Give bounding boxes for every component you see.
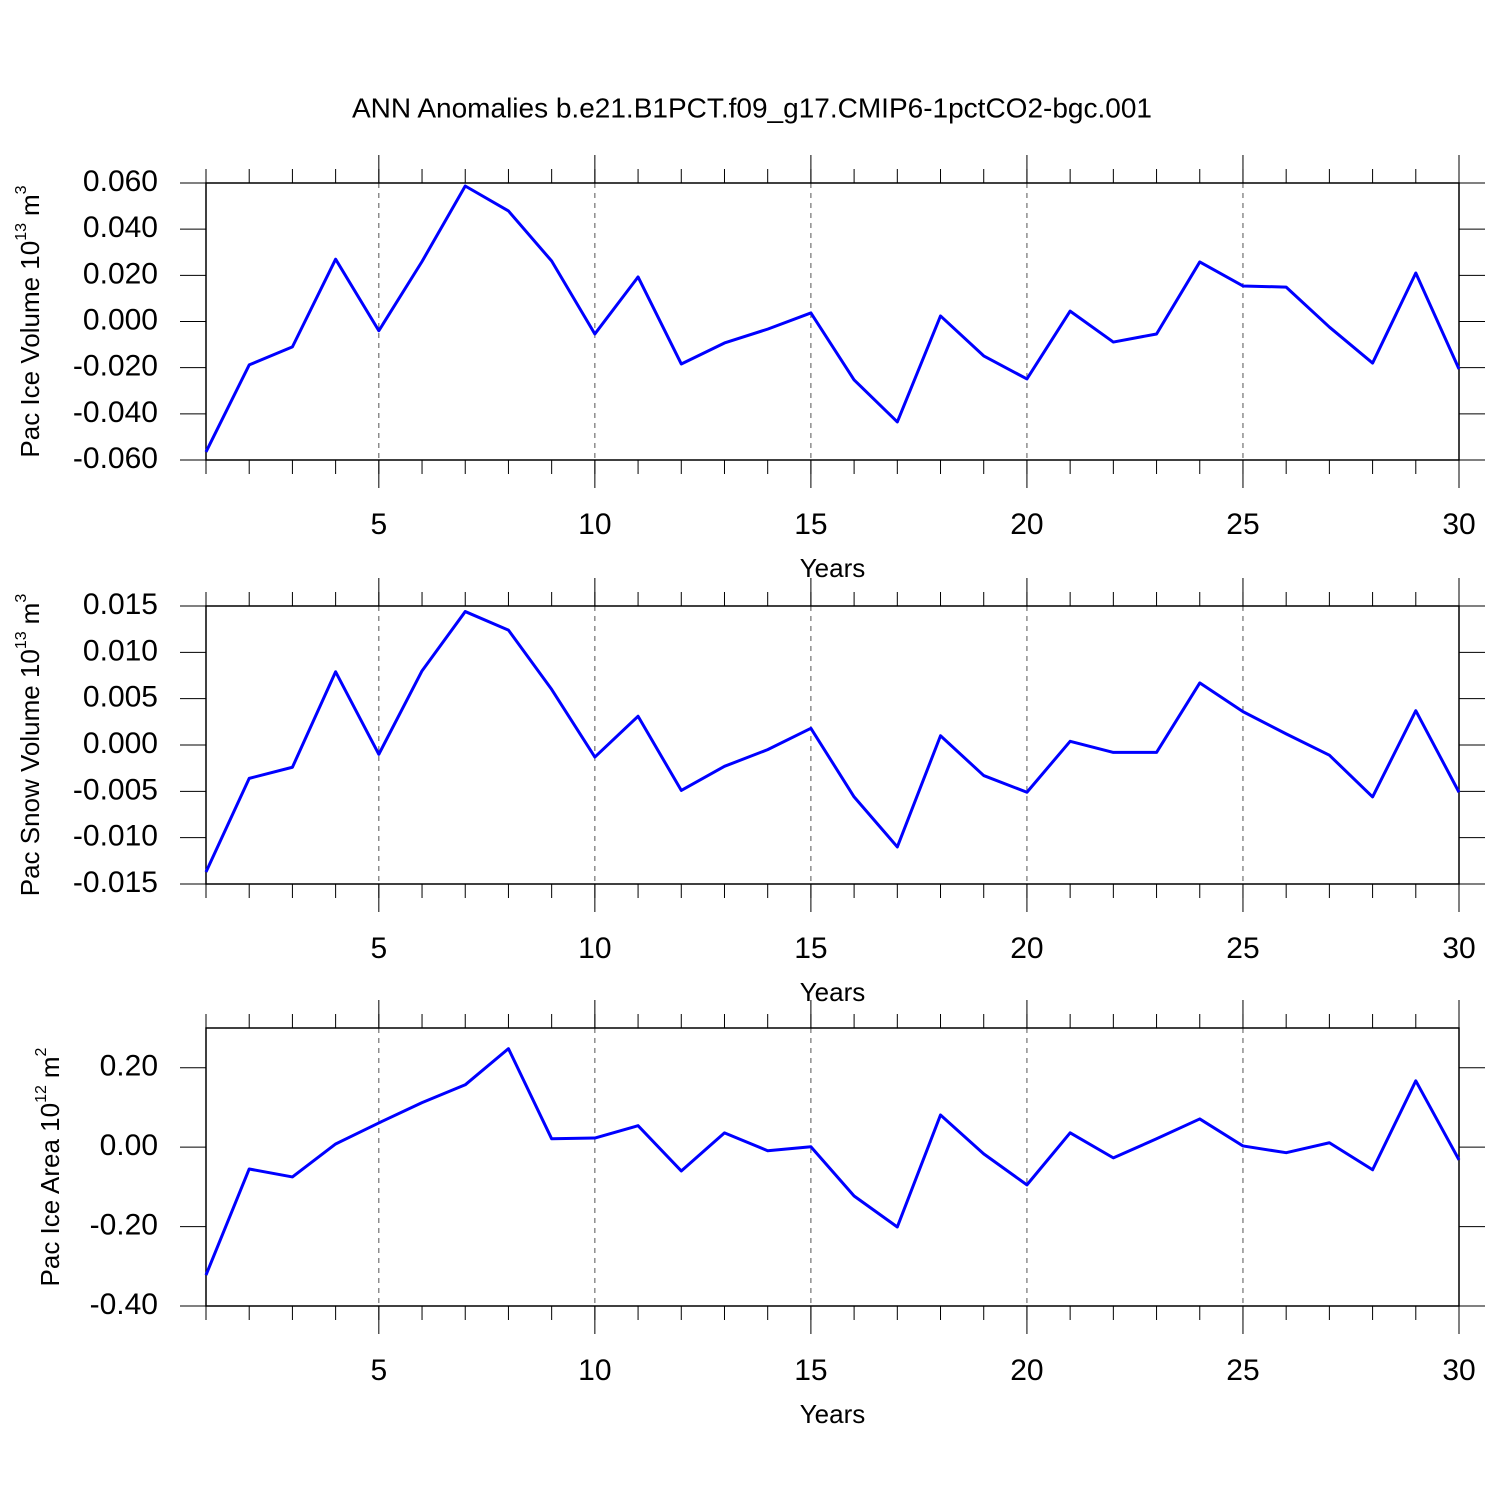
x-tick-label: 25	[1226, 508, 1259, 541]
y-axis-title-unit: m	[15, 603, 45, 625]
x-axis-title: Years	[800, 977, 866, 1007]
y-tick-label: -0.060	[73, 442, 158, 475]
y-tick-label: -0.005	[73, 773, 158, 806]
x-tick-label: 20	[1010, 1354, 1043, 1387]
y-axis-title-text: Pac Snow Volume 10	[15, 649, 45, 896]
y-tick-label: 0.005	[83, 681, 158, 714]
x-tick-label: 5	[370, 1354, 387, 1387]
y-axis-title-unit: m	[15, 194, 45, 216]
data-line	[204, 184, 1461, 453]
y-tick-label: 0.000	[83, 303, 158, 336]
y-axis-title: Pac Ice Volume 1013 m3	[13, 185, 45, 457]
x-tick-label: 10	[578, 1354, 611, 1387]
y-tick-label: 0.015	[83, 588, 158, 621]
y-axis-title-text: Pac Ice Area 10	[35, 1103, 65, 1287]
y-tick-label: -0.010	[73, 820, 158, 853]
x-tick-label: 5	[370, 508, 387, 541]
x-tick-label: 5	[370, 932, 387, 965]
x-tick-label: 25	[1226, 932, 1259, 965]
chart-title: ANN Anomalies b.e21.B1PCT.f09_g17.CMIP6-…	[352, 92, 1152, 123]
y-tick-label: 0.010	[83, 634, 158, 667]
x-tick-label: 30	[1442, 508, 1475, 541]
y-axis-title-exponent: 13	[13, 631, 30, 649]
plot-frame	[205, 1027, 1460, 1307]
y-axis-title-unit: m	[35, 1056, 65, 1078]
x-tick-label: 20	[1010, 932, 1043, 965]
x-tick-label: 20	[1010, 508, 1043, 541]
y-tick-label: 0.20	[100, 1050, 158, 1083]
y-tick-label: 0.060	[83, 165, 158, 198]
y-axis-title-unit-exponent: 3	[13, 185, 30, 194]
x-axis-title: Years	[800, 553, 866, 583]
y-tick-label: -0.020	[73, 350, 158, 383]
y-tick-label: -0.015	[73, 866, 158, 899]
plot-frame	[205, 605, 1460, 885]
y-tick-label: 0.00	[100, 1129, 158, 1162]
y-tick-label: -0.040	[73, 396, 158, 429]
y-tick-label: 0.020	[83, 257, 158, 290]
x-tick-label: 30	[1442, 1354, 1475, 1387]
x-tick-label: 25	[1226, 1354, 1259, 1387]
y-axis-title-exponent: 12	[33, 1085, 50, 1103]
x-tick-label: 15	[794, 932, 827, 965]
y-tick-label: 0.000	[83, 727, 158, 760]
data-line	[204, 1047, 1461, 1276]
y-axis-title: Pac Ice Area 1012 m2	[33, 1047, 65, 1286]
x-tick-label: 15	[794, 508, 827, 541]
x-tick-label: 10	[578, 508, 611, 541]
y-tick-label: -0.20	[90, 1208, 158, 1241]
plot-frame	[205, 182, 1460, 461]
y-axis-title-unit-exponent: 2	[33, 1047, 50, 1056]
y-axis-title-text: Pac Ice Volume 10	[15, 241, 45, 458]
x-tick-label: 30	[1442, 932, 1475, 965]
y-axis-title-exponent: 13	[13, 223, 30, 241]
x-tick-label: 15	[794, 1354, 827, 1387]
x-axis-title: Years	[800, 1399, 866, 1429]
x-tick-label: 10	[578, 932, 611, 965]
y-tick-label: -0.40	[90, 1288, 158, 1321]
data-line	[204, 610, 1461, 873]
y-tick-label: 0.040	[83, 211, 158, 244]
y-axis-title-unit-exponent: 3	[13, 594, 30, 603]
y-axis-title: Pac Snow Volume 1013 m3	[13, 594, 45, 897]
